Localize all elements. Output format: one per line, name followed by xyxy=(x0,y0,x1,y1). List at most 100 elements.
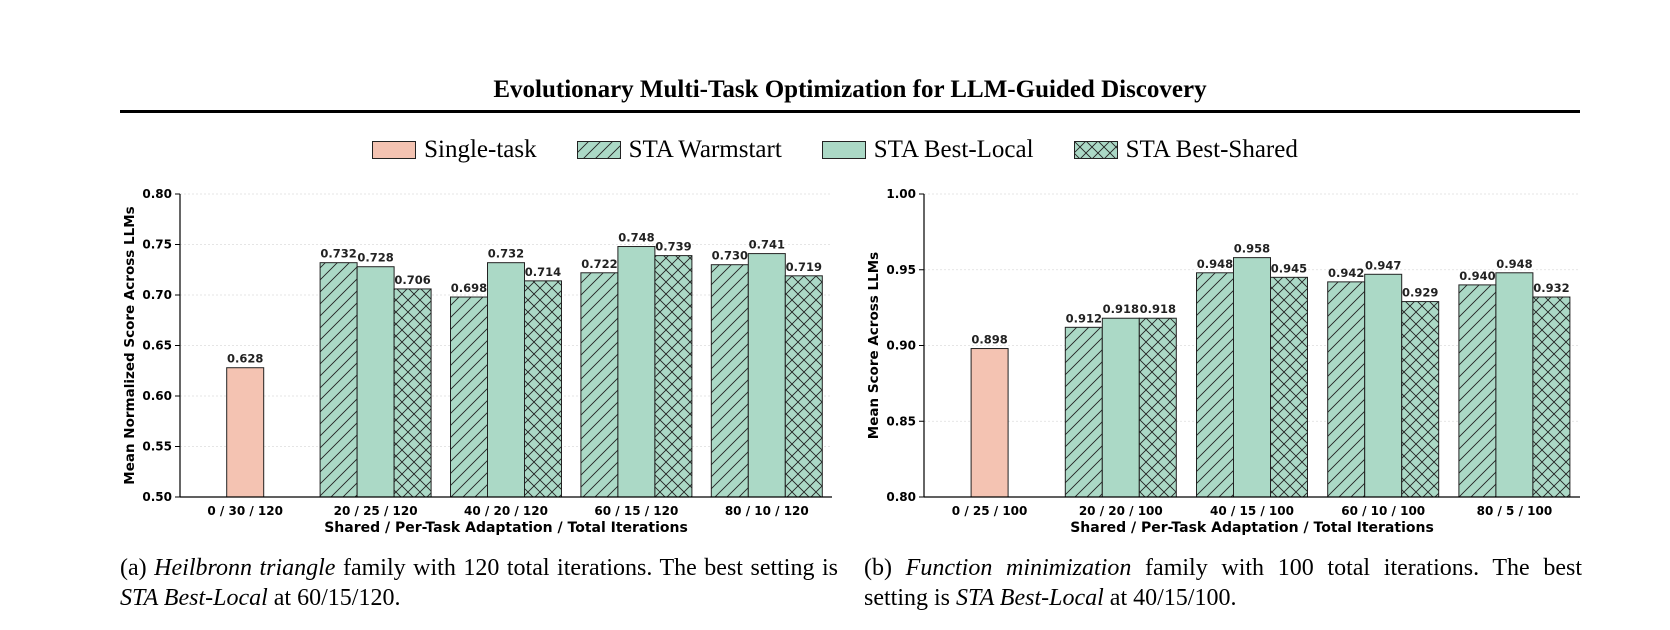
caption-b-middle: family with 100 total iterations. The be… xyxy=(864,555,1582,611)
legend-item-sta-best-shared: STA Best-Shared xyxy=(1073,136,1298,164)
x-tick-label-b: 80 / 5 / 100 xyxy=(1477,504,1553,518)
legend-label-sta-best-shared: STA Best-Shared xyxy=(1125,136,1298,163)
data-label-a-sta-best-local-3: 0.732 xyxy=(488,247,524,261)
data-label-b-sta-best-local-3: 0.958 xyxy=(1234,242,1270,256)
bar-b-sta-best-local-3 xyxy=(1233,257,1271,498)
y-tick-label-b: 0.80 xyxy=(886,490,916,504)
caption-a-prefix: (a) xyxy=(120,555,155,581)
legend-swatch-sta-best-local xyxy=(821,141,866,159)
bar-b-sta-best-shared-3 xyxy=(1270,276,1308,498)
x-axis-label-a: Shared / Per-Task Adaptation / Total Ite… xyxy=(324,520,688,536)
x-tick-label-a: 20 / 25 / 120 xyxy=(334,504,418,518)
data-label-b-sta-best-shared-2: 0.918 xyxy=(1140,302,1176,316)
data-label-b-sta-best-shared-5: 0.932 xyxy=(1533,281,1569,295)
caption-b-prefix: (b) xyxy=(864,555,906,581)
data-label-a-sta-warmstart-5: 0.730 xyxy=(712,249,748,263)
caption-b: (b) Function minimization family with 10… xyxy=(864,553,1582,613)
data-label-a-sta-best-local-5: 0.741 xyxy=(749,238,785,252)
legend-item-sta-best-local: STA Best-Local xyxy=(821,136,1034,164)
data-label-a-sta-best-local-2: 0.728 xyxy=(357,251,393,265)
legend-item-single-task: Single-task xyxy=(372,136,537,164)
bar-b-sta-best-local-2 xyxy=(1101,317,1140,498)
bar-b-sta-best-shared-4 xyxy=(1401,301,1440,498)
legend-swatch-sta-best-shared xyxy=(1073,141,1118,159)
data-label-b-sta-warmstart-3: 0.948 xyxy=(1197,257,1233,271)
caption-a-middle: family with 120 total iterations. The be… xyxy=(335,555,839,581)
y-tick-label-b: 1.00 xyxy=(886,187,916,201)
y-axis-label-a: Mean Normalized Score Across LLMs xyxy=(122,206,138,484)
bar-a-sta-warmstart-2 xyxy=(319,262,358,498)
caption-a-family: Heilbronn triangle xyxy=(154,555,336,581)
bar-b-sta-best-local-5 xyxy=(1495,272,1534,498)
bar-a-sta-best-shared-5 xyxy=(784,275,823,498)
legend: Single-task STA Warmstart STA Best-Local… xyxy=(0,136,1670,164)
bar-b-sta-warmstart-5 xyxy=(1458,284,1497,498)
x-tick-label-a: 60 / 15 / 120 xyxy=(594,504,678,518)
bar-a-sta-warmstart-4 xyxy=(580,272,619,498)
caption-a-best: STA Best-Local xyxy=(120,585,268,611)
caption-b-family: Function minimization xyxy=(905,555,1132,581)
data-label-b-sta-best-local-4: 0.947 xyxy=(1365,258,1401,272)
y-tick-label-b: 0.85 xyxy=(886,414,916,428)
x-tick-label-b: 60 / 10 / 100 xyxy=(1341,504,1425,518)
bar-b-sta-warmstart-2 xyxy=(1064,326,1103,498)
caption-a: (a) Heilbronn triangle family with 120 t… xyxy=(120,553,838,613)
caption-a-suffix: at 60/15/120. xyxy=(267,585,401,611)
bar-a-sta-best-local-4 xyxy=(617,246,656,498)
bar-a-sta-best-shared-2 xyxy=(393,288,432,498)
bar-a-sta-warmstart-5 xyxy=(710,264,749,498)
data-label-b-sta-best-local-2: 0.918 xyxy=(1103,302,1139,316)
y-tick-label-a: 0.65 xyxy=(142,339,172,353)
x-axis-label-b: Shared / Per-Task Adaptation / Total Ite… xyxy=(1070,520,1434,536)
bar-b-sta-warmstart-4 xyxy=(1327,281,1366,498)
legend-swatch-single-task xyxy=(372,141,417,159)
y-tick-label-a: 0.80 xyxy=(142,187,172,201)
legend-item-sta-warmstart: STA Warmstart xyxy=(576,136,782,164)
legend-label-sta-warmstart: STA Warmstart xyxy=(628,136,782,163)
bar-b-single-task-1 xyxy=(970,348,1009,498)
bar-b-sta-best-shared-5 xyxy=(1532,296,1571,498)
data-label-a-sta-best-local-4: 0.748 xyxy=(618,231,654,245)
bar-a-sta-best-shared-3 xyxy=(524,280,562,498)
bar-a-sta-best-shared-4 xyxy=(654,255,693,498)
legend-label-single-task: Single-task xyxy=(424,136,537,163)
bar-a-sta-best-local-3 xyxy=(487,262,525,498)
caption-b-suffix: at 40/15/100. xyxy=(1103,585,1237,611)
data-label-b-sta-best-local-5: 0.948 xyxy=(1496,257,1532,271)
x-tick-label-b: 40 / 15 / 100 xyxy=(1210,504,1294,518)
bar-b-sta-best-shared-2 xyxy=(1138,317,1177,498)
figure-title: Evolutionary Multi-Task Optimization for… xyxy=(493,76,1207,103)
legend-swatch-sta-warmstart xyxy=(576,141,621,159)
y-tick-label-a: 0.50 xyxy=(142,490,172,504)
bar-b-sta-warmstart-3 xyxy=(1196,272,1234,498)
title-rule xyxy=(120,110,1580,113)
data-label-b-single-task-1: 0.898 xyxy=(971,333,1007,347)
bar-a-sta-best-local-5 xyxy=(747,253,786,498)
data-label-b-sta-warmstart-4: 0.942 xyxy=(1328,266,1364,280)
y-tick-label-a: 0.60 xyxy=(142,389,172,403)
bar-a-sta-warmstart-3 xyxy=(450,296,488,498)
legend-label-sta-best-local: STA Best-Local xyxy=(873,136,1034,163)
data-label-b-sta-warmstart-2: 0.912 xyxy=(1066,311,1102,325)
bar-a-sta-best-local-2 xyxy=(356,266,395,498)
x-tick-label-b: 20 / 20 / 100 xyxy=(1079,504,1163,518)
data-label-a-sta-best-shared-5: 0.719 xyxy=(786,260,822,274)
y-axis-label-b: Mean Score Across LLMs xyxy=(866,252,882,439)
y-tick-label-a: 0.55 xyxy=(142,440,172,454)
data-label-a-single-task-1: 0.628 xyxy=(227,352,263,366)
y-tick-label-a: 0.75 xyxy=(142,238,172,252)
caption-b-best: STA Best-Local xyxy=(956,585,1104,611)
data-label-b-sta-best-shared-3: 0.945 xyxy=(1271,261,1307,275)
data-label-a-sta-best-shared-2: 0.706 xyxy=(394,273,430,287)
y-tick-label-b: 0.95 xyxy=(886,263,916,277)
x-tick-label-b: 0 / 25 / 100 xyxy=(952,504,1028,518)
data-label-b-sta-best-shared-4: 0.929 xyxy=(1402,286,1438,300)
data-label-a-sta-warmstart-4: 0.722 xyxy=(581,257,617,271)
data-label-a-sta-best-shared-3: 0.714 xyxy=(525,265,561,279)
bar-b-sta-best-local-4 xyxy=(1364,273,1403,498)
x-tick-label-a: 40 / 20 / 120 xyxy=(464,504,548,518)
x-tick-label-a: 80 / 10 / 120 xyxy=(725,504,809,518)
y-tick-label-a: 0.70 xyxy=(142,288,172,302)
data-label-a-sta-best-shared-4: 0.739 xyxy=(655,240,691,254)
